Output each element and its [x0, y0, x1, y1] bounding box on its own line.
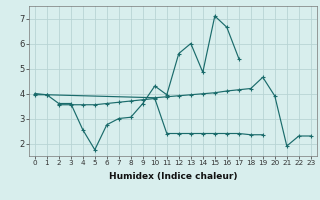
X-axis label: Humidex (Indice chaleur): Humidex (Indice chaleur)	[108, 172, 237, 181]
